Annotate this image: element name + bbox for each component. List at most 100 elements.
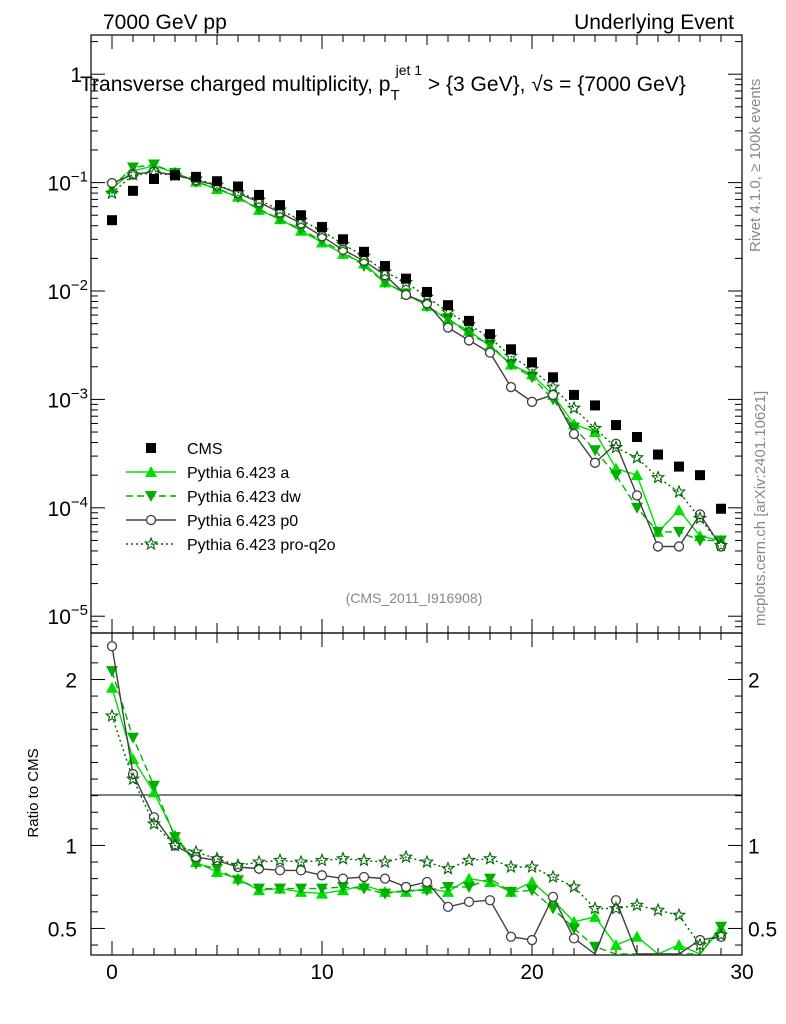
- data-point-pythia_q2o: [545, 379, 561, 394]
- ratio-point-pythia_p0: [337, 873, 349, 884]
- legend: CMS Pythia 6.423 a Pythia 6.423 dw Pythia 6…: [126, 441, 336, 554]
- data-point-cms: [569, 389, 579, 400]
- data-point-pythia_q2o: [125, 167, 141, 181]
- ratio-frame: [90, 632, 743, 956]
- ratio-point-pythia_a: [463, 872, 475, 884]
- ratio-point-pythia_dw: [106, 666, 118, 678]
- ratio-y-tick-label-right: 0.5: [748, 918, 777, 941]
- ratio-line-pythia_p0: [111, 646, 722, 956]
- data-point-pythia_dw: [589, 445, 601, 457]
- ratio-point-pythia_dw: [568, 923, 580, 935]
- ratio-point-pythia_dw: [358, 883, 370, 895]
- ratio-point-pythia_dw: [526, 885, 538, 897]
- legend-label-pythia_dw: Pythia 6.423 dw: [187, 489, 301, 506]
- data-point-cms: [338, 234, 348, 245]
- ratio-point-pythia_q2o: [398, 849, 414, 864]
- data-point-pythia_dw: [673, 526, 685, 538]
- data-point-pythia_p0: [673, 541, 685, 552]
- ratio-y-tick-label: 1: [65, 835, 77, 858]
- data-point-pythia_p0: [715, 541, 727, 552]
- data-point-pythia_p0: [400, 289, 412, 301]
- data-point-cms: [401, 273, 411, 284]
- series-cms: [107, 170, 726, 514]
- data-point-pythia_q2o: [566, 400, 582, 415]
- ratio-axis-ticks: 2 2 1 1 0.5 0.5 0 10 20 30: [48, 633, 777, 984]
- data-point-cms: [674, 461, 684, 472]
- data-point-pythia_dw: [715, 535, 727, 547]
- data-point-cms: [653, 449, 663, 460]
- ratio-point-pythia_q2o: [251, 854, 267, 869]
- y-tick-label: 10−5: [48, 602, 88, 629]
- data-point-pythia_p0: [631, 490, 643, 501]
- ratio-line-pythia_dw: [111, 670, 722, 955]
- data-point-cms: [275, 200, 285, 211]
- data-point-pythia_q2o: [608, 439, 624, 454]
- data-point-pythia_q2o: [587, 420, 603, 435]
- data-point-pythia_dw: [463, 329, 475, 341]
- ratio-point-pythia_a: [106, 681, 118, 693]
- ratio-series-pythia_dw: [106, 666, 727, 955]
- series-line-pythia_dw: [111, 163, 721, 542]
- data-point-cms: [527, 357, 537, 368]
- data-point-pythia_p0: [484, 347, 496, 358]
- ratio-point-pythia_q2o: [671, 907, 687, 922]
- ratio-point-pythia_dw: [715, 921, 727, 933]
- legend-item-pythia_a: Pythia 6.423 a: [126, 465, 289, 482]
- ratio-point-pythia_a: [526, 875, 538, 887]
- ratio-point-pythia_q2o: [293, 854, 309, 869]
- ratio-point-pythia_dw: [379, 888, 391, 900]
- ratio-point-pythia_q2o: [566, 879, 582, 894]
- data-point-pythia_a: [631, 469, 643, 481]
- ratio-point-pythia_dw: [316, 883, 328, 895]
- data-point-cms: [695, 470, 705, 481]
- data-point-pythia_dw: [610, 470, 622, 482]
- ratio-point-pythia_q2o: [608, 900, 624, 915]
- legend-label-cms: CMS: [187, 441, 223, 458]
- ratio-point-pythia_q2o: [356, 852, 372, 867]
- ratio-point-pythia_p0: [379, 873, 391, 884]
- ratio-point-pythia_dw: [190, 858, 202, 870]
- legend-marker-pythia_q2o: [143, 536, 159, 551]
- ratio-point-pythia_p0: [274, 865, 286, 876]
- ratio-line-pythia_a: [111, 687, 722, 955]
- data-point-pythia_q2o: [629, 450, 645, 464]
- legend-item-cms: CMS: [146, 441, 223, 458]
- ratio-point-pythia_dw: [484, 873, 496, 885]
- ratio-point-pythia_dw: [547, 903, 559, 915]
- ratio-point-pythia_dw: [127, 732, 139, 744]
- analysis-tag: (CMS_2011_I916908): [346, 590, 483, 606]
- legend-label-pythia_p0: Pythia 6.423 p0: [187, 513, 298, 530]
- ratio-point-pythia_p0: [106, 641, 118, 652]
- data-point-pythia_p0: [505, 381, 517, 393]
- legend-marker-pythia_dw: [145, 491, 157, 502]
- ratio-point-pythia_q2o: [167, 837, 183, 852]
- ratio-point-pythia_q2o: [461, 852, 477, 867]
- ratio-point-pythia_dw: [442, 881, 454, 893]
- ratio-point-pythia_a: [610, 939, 622, 951]
- ratio-point-pythia_p0: [484, 895, 496, 906]
- x-tick-label: 10: [310, 961, 333, 984]
- ratio-point-pythia_p0: [505, 931, 517, 942]
- ratio-point-pythia_dw: [232, 875, 244, 887]
- ratio-y-tick-label-right: 1: [748, 835, 760, 858]
- data-point-cms: [422, 286, 432, 297]
- data-point-cms: [170, 170, 180, 181]
- series-line-pythia_a: [111, 165, 722, 542]
- data-point-pythia_p0: [442, 322, 454, 333]
- ratio-point-pythia_p0: [568, 933, 580, 944]
- ratio-point-pythia_p0: [526, 934, 538, 946]
- data-point-cms: [107, 215, 117, 226]
- ratio-point-pythia_q2o: [587, 900, 603, 915]
- ratio-point-pythia_dw: [505, 886, 517, 898]
- data-point-pythia_dw: [694, 535, 706, 547]
- data-point-cms: [149, 173, 159, 184]
- x-tick-label: 30: [730, 961, 753, 984]
- data-point-cms: [191, 171, 201, 182]
- ratio-point-pythia_q2o: [692, 937, 708, 952]
- ratio-point-pythia_q2o: [524, 859, 540, 874]
- ratio-y-tick-label-right: 2: [748, 669, 760, 692]
- ratio-point-pythia_q2o: [419, 854, 435, 869]
- ratio-point-pythia_q2o: [440, 861, 456, 875]
- ratio-series-pythia_a: [106, 681, 727, 955]
- ratio-point-pythia_q2o: [503, 859, 519, 874]
